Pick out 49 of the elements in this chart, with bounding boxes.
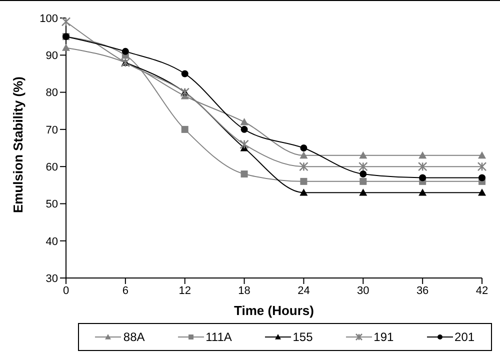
y-tick-label: 100 [40, 12, 58, 25]
point [181, 126, 188, 133]
point [418, 162, 428, 172]
point [181, 70, 188, 78]
x-tick-label: 24 [298, 284, 310, 297]
y-tick-label: 30 [46, 272, 58, 285]
point [359, 188, 368, 196]
point [418, 151, 427, 159]
y-tick-label: 60 [46, 161, 58, 174]
x-tick-label: 18 [238, 284, 250, 297]
point [300, 188, 308, 196]
point [240, 126, 248, 133]
legend-label: 111A [204, 330, 232, 344]
point [300, 151, 308, 159]
point [478, 174, 486, 182]
legend-label: 201 [454, 330, 475, 344]
y-tick-label: 80 [46, 87, 58, 100]
legend-label: 191 [372, 330, 394, 344]
point [300, 144, 308, 152]
point [419, 174, 426, 182]
point [359, 151, 368, 159]
y-tick-label: 50 [46, 198, 58, 211]
x-tick-label: 0 [62, 284, 70, 297]
point [240, 170, 248, 178]
point [62, 44, 70, 51]
legend-label: 88A [122, 330, 145, 344]
point [418, 188, 427, 196]
y-tick-label: 40 [46, 236, 58, 248]
y-tick-label: 70 [46, 124, 58, 136]
point [360, 170, 367, 178]
point [122, 48, 129, 55]
x-tick-label: 12 [178, 284, 191, 297]
point [478, 188, 486, 196]
x-tick-label: 6 [122, 284, 128, 297]
point [300, 178, 308, 185]
y-axis-title: Emulsion Stability (%) [10, 76, 26, 213]
point [477, 162, 487, 172]
point [478, 151, 486, 159]
x-axis-title: Time (Hours) [234, 303, 314, 318]
legend-label: 155 [292, 330, 313, 344]
y-tick-label: 90 [46, 50, 58, 62]
point [299, 162, 308, 172]
point [240, 140, 249, 149]
point [358, 162, 368, 172]
x-tick-label: 42 [476, 284, 488, 297]
point [360, 178, 367, 185]
x-tick-label: 36 [416, 284, 429, 297]
point [240, 118, 248, 126]
x-tick-label: 30 [357, 284, 370, 297]
